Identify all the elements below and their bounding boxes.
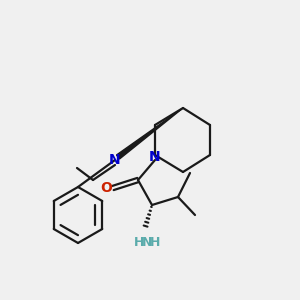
- Text: O: O: [100, 181, 112, 195]
- Text: N: N: [142, 236, 152, 248]
- Text: H: H: [134, 236, 144, 248]
- Text: H: H: [150, 236, 160, 248]
- Text: N: N: [149, 150, 161, 164]
- Polygon shape: [116, 108, 183, 159]
- Text: N: N: [109, 153, 121, 167]
